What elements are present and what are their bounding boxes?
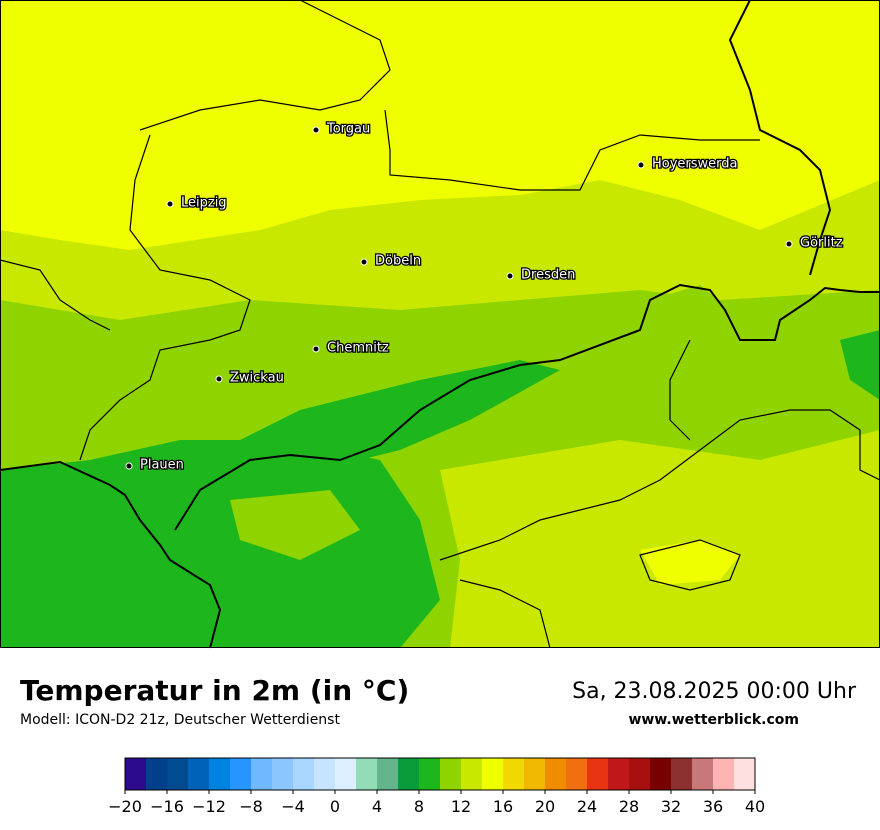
color-bin: [440, 758, 462, 790]
city-label: Torgau: [326, 122, 370, 137]
color-bin: [692, 758, 714, 790]
color-bin: [230, 758, 252, 790]
tick-label: 16: [493, 797, 513, 816]
color-bin: [482, 758, 504, 790]
tick-label: −16: [150, 797, 184, 816]
color-bin: [125, 758, 147, 790]
color-bin: [713, 758, 735, 790]
city-dot: [506, 272, 514, 280]
color-bin: [545, 758, 567, 790]
color-bin: [293, 758, 315, 790]
tick-label: 8: [414, 797, 424, 816]
tick-label: −4: [281, 797, 305, 816]
color-bin: [209, 758, 231, 790]
city-label: Dresden: [521, 268, 575, 283]
city-dot: [360, 258, 368, 266]
tick-label: 0: [330, 797, 340, 816]
temp-region: [640, 540, 740, 585]
color-bin: [566, 758, 588, 790]
color-bin: [734, 758, 756, 790]
city-label: Chemnitz: [327, 341, 389, 356]
city-dot: [215, 375, 223, 383]
color-bin: [398, 758, 420, 790]
country-border: [0, 0, 880, 649]
color-bin: [377, 758, 399, 790]
color-bin: [335, 758, 357, 790]
temp-region: [230, 490, 360, 560]
color-bin: [272, 758, 294, 790]
color-bin: [671, 758, 693, 790]
date: Sa, 23.08.2025 00:00 Uhr: [572, 679, 857, 704]
tick-label: −12: [192, 797, 226, 816]
temp-region: [440, 430, 880, 648]
city-dot: [312, 126, 320, 134]
tick-label: 40: [745, 797, 765, 816]
colorbar-frame: [124, 757, 756, 791]
region-border: [0, 0, 880, 649]
tick-label: −8: [239, 797, 263, 816]
city-dot: [166, 200, 174, 208]
tick-label: 12: [451, 797, 471, 816]
website: www.wetterblick.com: [629, 712, 800, 728]
city-label: Leipzig: [181, 196, 227, 211]
city-layer: Torgau Leipzig Hoyerswerda Görlitz Döbeln Dre…: [125, 120, 844, 474]
color-bin: [587, 758, 609, 790]
color-bin: [629, 758, 651, 790]
color-bin: [650, 758, 672, 790]
tick-label: 24: [577, 797, 597, 816]
colorbar: −20 −16 −12 −8 −4 0 4 8 12 16 20 24 28 32 36 40: [108, 757, 765, 816]
subtitle: Modell: ICON-D2 21z, Deutscher Wetterdie…: [20, 712, 340, 728]
city-dot: [312, 345, 320, 353]
color-bin: [608, 758, 630, 790]
title: Temperatur in 2m (in °C): [20, 674, 409, 707]
city-dot: [637, 161, 645, 169]
tick-label: 36: [703, 797, 723, 816]
temp-region: [0, 440, 440, 648]
color-bin: [419, 758, 441, 790]
color-bin: [146, 758, 168, 790]
color-bin: [251, 758, 273, 790]
color-bin: [356, 758, 378, 790]
tick-label: 32: [661, 797, 681, 816]
city-label: Hoyerswerda: [652, 157, 738, 172]
color-bin: [188, 758, 210, 790]
city-label: Görlitz: [800, 236, 843, 251]
tick-label: 4: [372, 797, 382, 816]
map: Torgau Leipzig Hoyerswerda Görlitz Döbeln Dre…: [0, 0, 880, 649]
color-bin: [167, 758, 189, 790]
color-bin: [503, 758, 525, 790]
color-bin: [314, 758, 336, 790]
city-label: Zwickau: [230, 371, 284, 386]
city-label: Plauen: [140, 458, 184, 473]
color-bin: [524, 758, 546, 790]
color-bin: [461, 758, 483, 790]
temp-region: [650, 285, 730, 340]
city-dot: [785, 240, 793, 248]
tick-label: −20: [108, 797, 142, 816]
tick-label: 20: [535, 797, 555, 816]
tick-label: 28: [619, 797, 639, 816]
city-label: Döbeln: [375, 254, 421, 269]
temp-region: [840, 330, 880, 400]
city-dot: [125, 462, 133, 470]
